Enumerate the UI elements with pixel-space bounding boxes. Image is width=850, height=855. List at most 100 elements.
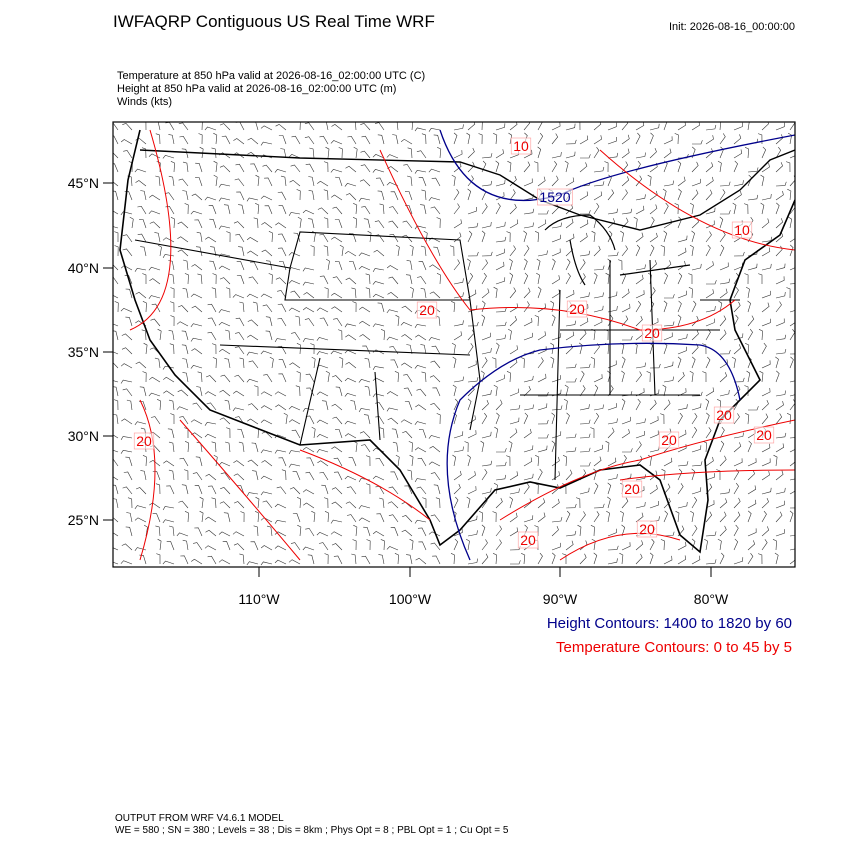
wind-barb: [375, 416, 385, 425]
wind-barb: [593, 122, 602, 131]
wind-barb: [113, 458, 119, 467]
wind-barb: [747, 440, 752, 453]
wind-barb: [414, 225, 427, 230]
wind-barb: [236, 261, 245, 271]
wind-barb: [523, 404, 534, 411]
wind-barb: [417, 527, 427, 537]
wind-barb: [177, 305, 189, 313]
wind-barb: [389, 233, 399, 243]
wind-barb: [275, 404, 287, 411]
contour-label: 1520: [539, 189, 570, 205]
wind-barb: [219, 165, 231, 173]
wind-barb: [705, 280, 717, 285]
wind-barb: [453, 431, 464, 439]
wind-barb: [302, 281, 315, 286]
wind-barb: [663, 342, 668, 355]
wind-barb: [260, 419, 273, 425]
wind-barb: [493, 133, 498, 145]
wind-barb: [719, 349, 731, 355]
wind-barb: [691, 445, 702, 453]
wind-barb: [761, 539, 768, 551]
wind-barb: [789, 322, 795, 327]
wind-barb: [705, 398, 710, 411]
wind-barb: [635, 132, 641, 145]
wind-barb: [664, 294, 675, 299]
wind-barb: [495, 221, 506, 229]
wind-barb: [402, 234, 413, 243]
wind-barb: [551, 440, 556, 453]
wind-barb: [302, 267, 315, 272]
wind-barb: [277, 247, 287, 257]
wind-barb: [509, 287, 517, 299]
wind-barb: [247, 319, 259, 327]
wind-barb: [689, 244, 694, 257]
wind-barb: [775, 318, 785, 327]
wind-barb: [452, 384, 457, 397]
wind-barb: [288, 406, 301, 411]
wind-barb: [414, 421, 427, 425]
wind-barb: [205, 375, 217, 383]
wind-barb: [495, 149, 504, 159]
wind-barb: [660, 539, 665, 551]
wind-barb: [190, 323, 203, 328]
wind-barb: [418, 261, 427, 271]
wind-barb: [305, 471, 315, 481]
wind-barb: [718, 300, 723, 313]
wind-barb: [533, 161, 539, 173]
wind-barb: [406, 260, 413, 271]
wind-barb: [775, 349, 787, 355]
wind-barb: [467, 258, 471, 271]
wind-barb: [705, 531, 717, 537]
wind-barb: [702, 441, 708, 453]
wind-barb: [260, 141, 273, 146]
wind-barb: [509, 512, 518, 523]
wind-barb: [358, 266, 371, 271]
wind-barb: [677, 541, 687, 551]
wind-barb: [246, 293, 259, 299]
wind-barb: [481, 539, 488, 551]
wind-barb: [436, 273, 441, 285]
wind-barb: [339, 244, 344, 257]
wind-barb: [537, 219, 547, 229]
wind-barb: [635, 362, 646, 369]
wind-barb: [647, 174, 652, 187]
wind-barb: [218, 183, 231, 188]
wind-barb: [423, 230, 428, 243]
wind-barb: [246, 351, 259, 356]
wind-barb: [157, 328, 162, 341]
wind-barb: [113, 276, 119, 285]
wind-barb: [409, 454, 414, 467]
contour-label-box: [537, 188, 573, 206]
wind-barb: [274, 531, 287, 537]
wind-barb: [775, 432, 787, 439]
wind-barb: [733, 180, 744, 187]
wind-barb: [579, 191, 589, 201]
wind-barb: [747, 540, 756, 551]
wind-barb: [219, 389, 231, 397]
wind-barb: [414, 447, 427, 453]
wind-barb: [233, 473, 245, 481]
wind-barb: [761, 342, 767, 355]
wind-barb: [303, 292, 315, 299]
wind-barb: [579, 162, 588, 173]
wind-barb: [775, 245, 783, 257]
wind-barb: [705, 162, 714, 173]
wind-barb: [551, 542, 561, 551]
wind-barb: [677, 444, 687, 453]
wind-barb: [122, 388, 133, 397]
wind-barb: [761, 387, 771, 397]
wind-barb: [179, 416, 189, 425]
wind-barb: [789, 155, 795, 159]
wind-barb: [551, 375, 561, 383]
wind-barb: [677, 216, 682, 229]
wind-barb: [551, 412, 555, 425]
wind-barb: [113, 210, 119, 215]
wind-barb: [395, 244, 400, 257]
wind-barb: [201, 122, 203, 131]
wind-barb: [238, 204, 245, 215]
wind-barb: [523, 473, 534, 481]
contour-label: 20: [419, 302, 435, 318]
wind-barb: [195, 177, 203, 187]
wind-barb: [789, 478, 795, 481]
wind-barb: [467, 321, 479, 327]
